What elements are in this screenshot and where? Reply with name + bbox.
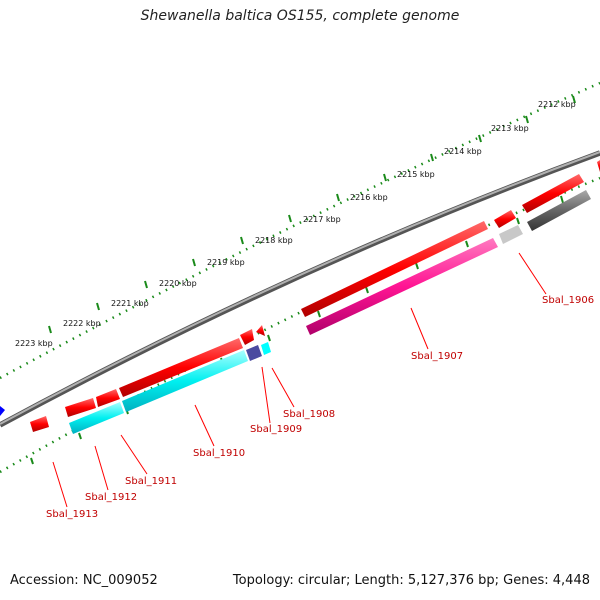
tick-label: 2218 kbp: [255, 236, 293, 245]
gene-label: Sbal_1909: [250, 424, 302, 435]
gene-arrow[interactable]: [301, 221, 488, 317]
gene-arrow[interactable]: [522, 174, 584, 213]
gene-box[interactable]: [246, 345, 262, 361]
tick-label: 2214 kbp: [444, 147, 482, 156]
tick-label: 2220 kbp: [159, 279, 197, 288]
gene-arrow[interactable]: [597, 160, 600, 172]
tick-label: 2215 kbp: [397, 170, 435, 179]
gene-arrow[interactable]: [256, 325, 265, 336]
tick-labels: 2212 kbp 2213 kbp 2214 kbp 2215 kbp 2216…: [15, 100, 576, 348]
label-leaders: [52, 252, 547, 508]
reverse-genes[interactable]: [69, 190, 591, 434]
genome-backbone-highlight: [0, 151, 600, 425]
tick-label: 2217 kbp: [303, 215, 341, 224]
gene-label: Sbal_1908: [283, 409, 335, 420]
tick-label: 2213 kbp: [491, 124, 529, 133]
outer-tick-ring: [0, 81, 600, 380]
gene-arrow[interactable]: [494, 210, 516, 228]
gene-arrow[interactable]: [0, 406, 5, 416]
gene-label: Sbal_1913: [46, 509, 98, 520]
gene-label: Sbal_1910: [193, 448, 245, 459]
map-title: Shewanella baltica OS155, complete genom…: [140, 8, 460, 24]
gene-label: Sbal_1911: [125, 476, 177, 487]
gene-box[interactable]: [261, 342, 271, 355]
gene-box[interactable]: [306, 238, 498, 335]
gene-box[interactable]: [499, 225, 523, 244]
tick-label: 2223 kbp: [15, 339, 53, 348]
gene-arrow[interactable]: [30, 416, 49, 432]
gene-label: Sbal_1912: [85, 492, 137, 503]
forward-genes[interactable]: [0, 160, 600, 432]
tick-label: 2222 kbp: [63, 319, 101, 328]
outer-tick-marks: [48, 95, 576, 334]
gene-arrow[interactable]: [240, 329, 254, 345]
gene-labels: Sbal_1906 Sbal_1907 Sbal_1908 Sbal_1909 …: [46, 295, 594, 520]
gene-arrow[interactable]: [119, 338, 243, 397]
tick-label: 2216 kbp: [350, 193, 388, 202]
genome-summary-text: Topology: circular; Length: 5,127,376 bp…: [232, 573, 590, 588]
gene-label: Sbal_1906: [542, 295, 594, 306]
accession-text: Accession: NC_009052: [10, 573, 158, 588]
genome-backbone: [0, 150, 600, 428]
tick-label: 2221 kbp: [111, 299, 149, 308]
gene-box[interactable]: [69, 402, 124, 434]
gene-box[interactable]: [527, 190, 591, 231]
gene-arrow[interactable]: [65, 398, 96, 417]
tick-label: 2212 kbp: [538, 100, 576, 109]
tick-label: 2219 kbp: [207, 258, 245, 267]
gene-box[interactable]: [122, 350, 248, 412]
gene-label: Sbal_1907: [411, 351, 463, 362]
gene-arrow[interactable]: [96, 389, 120, 407]
